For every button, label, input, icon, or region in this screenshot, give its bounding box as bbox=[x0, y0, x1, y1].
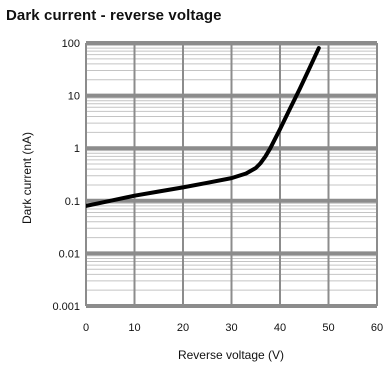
y-axis-ticks: 0.001 0.01 0.1 1 10 100 bbox=[52, 38, 80, 313]
dark-current-line bbox=[86, 46, 321, 208]
y-tick-label: 1 bbox=[74, 143, 80, 155]
x-tick-label: 20 bbox=[177, 322, 189, 334]
series-layer bbox=[86, 46, 321, 208]
x-tick-label: 40 bbox=[274, 322, 286, 334]
x-tick-label: 50 bbox=[322, 322, 334, 334]
x-tick-label: 60 bbox=[371, 322, 383, 334]
y-tick-label: 100 bbox=[62, 38, 80, 50]
x-tick-label: 10 bbox=[128, 322, 140, 334]
y-tick-label: 10 bbox=[68, 91, 80, 103]
x-tick-label: 30 bbox=[225, 322, 237, 334]
x-axis-title: Reverse voltage (V) bbox=[178, 348, 284, 362]
gridlines bbox=[85, 41, 378, 308]
y-tick-label: 0.1 bbox=[65, 196, 80, 208]
y-tick-label: 0.01 bbox=[59, 248, 80, 260]
y-tick-label: 0.001 bbox=[52, 301, 80, 313]
y-axis-title: Dark current (nA) bbox=[20, 132, 34, 224]
x-axis-ticks: 0 10 20 30 40 50 60 bbox=[83, 322, 383, 334]
x-tick-label: 0 bbox=[83, 322, 89, 334]
chart-title: Dark current - reverse voltage bbox=[6, 7, 222, 24]
